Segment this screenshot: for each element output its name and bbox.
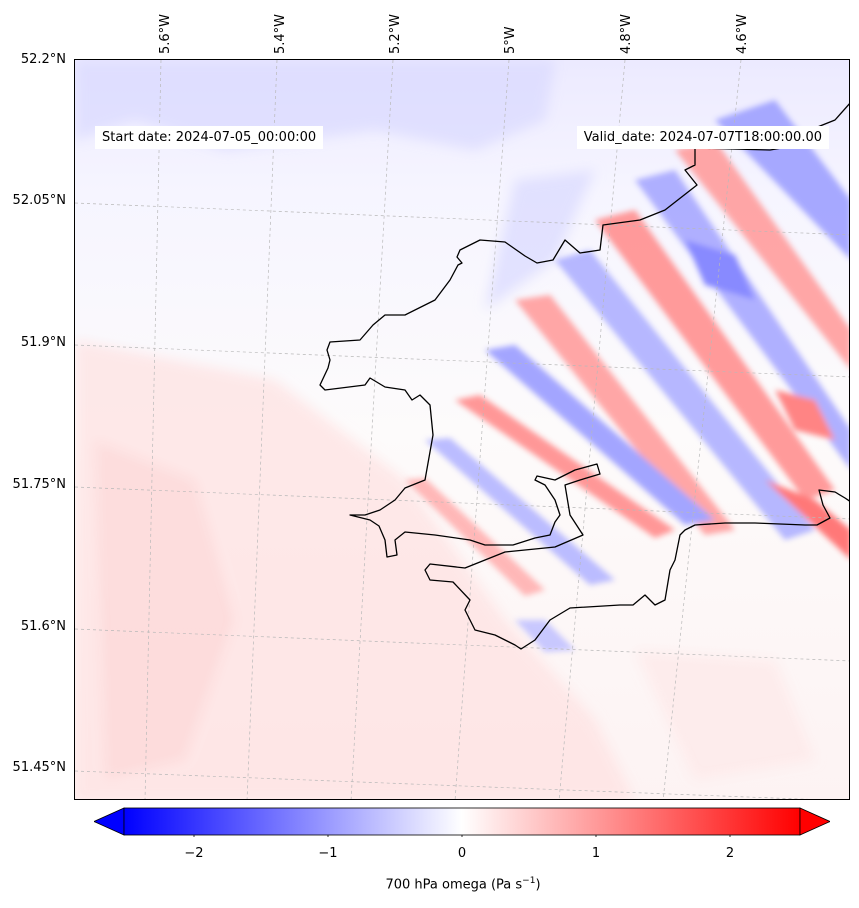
map-panel[interactable]: Start date: 2024-07-05_00:00:00 Valid_da… <box>74 59 850 800</box>
lat-label-52.05N: 52.05°N <box>12 193 66 208</box>
lat-label-52.2N: 52.2°N <box>20 52 66 67</box>
colorbar <box>94 807 830 837</box>
colorbar-tick-0: 0 <box>457 846 467 861</box>
lon-label-5.2W: 5.2°W <box>388 13 403 54</box>
lon-label-4.6W: 4.6°W <box>735 13 750 54</box>
lon-label-5.4W: 5.4°W <box>273 13 288 54</box>
lon-label-4.8W: 4.8°W <box>619 13 634 54</box>
coastline <box>319 103 849 650</box>
start-date-label: Start date: 2024-07-05_00:00:00 <box>95 126 324 149</box>
lon-label-5.6W: 5.6°W <box>158 13 173 54</box>
colorbar-body <box>123 807 801 836</box>
colorbar-label: 700 hPa omega (Pa s−1) <box>0 876 859 892</box>
colorbar-extend-max <box>799 807 830 836</box>
lat-label-51.9N: 51.9°N <box>20 335 66 350</box>
colorbar-tick-minus2: −2 <box>184 846 204 861</box>
colorbar-label-exponent: −1 <box>522 876 536 886</box>
valid-date-label: Valid_date: 2024-07-07T18:00:00.00 <box>576 126 829 149</box>
colorbar-tick-2: 2 <box>725 846 735 861</box>
lat-label-51.6N: 51.6°N <box>20 619 66 634</box>
colorbar-label-text: 700 hPa omega (Pa s <box>385 877 523 893</box>
lon-label-5W: 5°W <box>503 26 518 54</box>
lat-label-51.45N: 51.45°N <box>12 760 66 775</box>
lat-label-51.75N: 51.75°N <box>12 477 66 492</box>
colorbar-tick-minus1: −1 <box>318 846 338 861</box>
omega-field-map <box>75 60 849 799</box>
colorbar-extend-min <box>94 807 125 836</box>
gridlines <box>75 60 849 799</box>
colorbar-tick-1: 1 <box>591 846 601 861</box>
colorbar-label-close: ) <box>535 877 541 893</box>
